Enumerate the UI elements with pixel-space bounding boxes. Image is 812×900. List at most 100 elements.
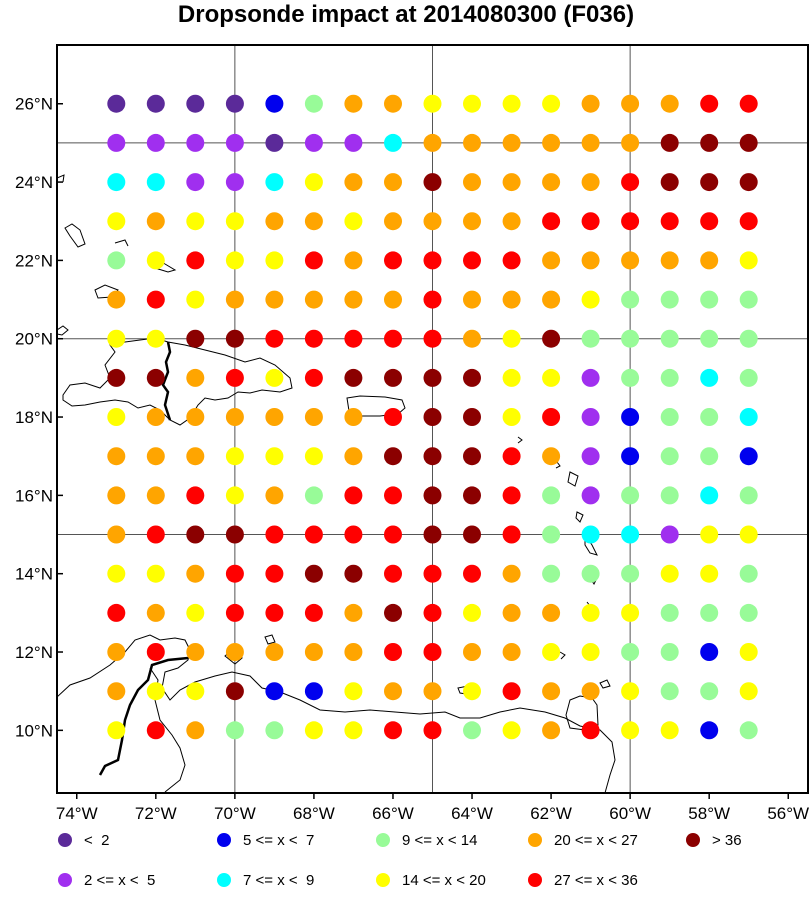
impact-dot <box>423 408 442 426</box>
impact-dot <box>225 486 244 505</box>
impact-dot <box>384 251 402 270</box>
impact-dot <box>542 721 561 740</box>
impact-dot <box>463 290 481 309</box>
impact-dot <box>304 94 323 113</box>
impact-dot <box>581 173 600 192</box>
impact-dot <box>542 486 561 505</box>
impact-dot <box>621 721 640 740</box>
impact-dot <box>739 329 758 348</box>
impact-dot <box>423 721 442 740</box>
impact-dot <box>304 290 323 309</box>
y-tick-label: 16°N <box>15 486 53 505</box>
impact-dot <box>463 133 481 152</box>
antilles-island-3 <box>567 471 579 487</box>
impact-dot <box>700 447 719 466</box>
impact-dot <box>304 329 323 348</box>
x-tick-label: 60°W <box>609 804 651 823</box>
impact-dot <box>700 329 719 348</box>
impact-dot <box>660 643 679 661</box>
impact-dot <box>304 564 323 583</box>
plot-frame <box>56 44 809 794</box>
y-tick-label: 22°N <box>15 251 53 270</box>
impact-dot <box>581 486 600 505</box>
x-tick-label: 66°W <box>372 804 414 823</box>
impact-dot <box>660 94 679 113</box>
impact-dot <box>265 94 284 113</box>
x-tick-label: 56°W <box>767 804 809 823</box>
impact-dot <box>146 94 165 113</box>
impact-dot <box>304 486 323 505</box>
impact-dot <box>186 643 205 661</box>
impact-dot <box>146 368 165 387</box>
impact-dot <box>542 408 561 426</box>
impact-dot <box>265 603 284 622</box>
impact-dot <box>463 721 481 740</box>
impact-dot <box>621 251 640 270</box>
impact-dot <box>186 368 205 387</box>
impact-dot <box>107 94 126 113</box>
impact-dot <box>304 682 323 701</box>
impact-dot <box>660 564 679 583</box>
impact-dot <box>344 721 363 740</box>
impact-dot <box>304 408 323 426</box>
impact-dot <box>107 682 126 701</box>
impact-dot <box>344 368 363 387</box>
tobago <box>599 679 611 689</box>
impact-dot <box>107 447 126 466</box>
impact-dot <box>502 564 521 583</box>
impact-dot <box>146 133 165 152</box>
impact-dot <box>146 251 165 270</box>
impact-dot <box>542 525 561 544</box>
impact-dot <box>384 290 402 309</box>
impact-dot <box>502 173 521 192</box>
impact-dot <box>463 251 481 270</box>
impact-dot <box>463 525 481 544</box>
impact-dot <box>581 408 600 426</box>
impact-dot <box>107 329 126 348</box>
impact-dot <box>660 525 679 544</box>
bahamas-island-5 <box>57 174 65 183</box>
impact-dot <box>463 643 481 661</box>
impact-dot <box>660 408 679 426</box>
impact-dot <box>265 447 284 466</box>
impact-dot <box>107 486 126 505</box>
impact-dot <box>344 603 363 622</box>
impact-dot <box>225 368 244 387</box>
impact-dot <box>502 133 521 152</box>
impact-dot <box>463 486 481 505</box>
impact-dot <box>581 94 600 113</box>
legend-item: 9 <= x < 14 <box>376 830 477 850</box>
impact-dot <box>739 603 758 622</box>
coastlines <box>57 174 616 793</box>
y-tick-label: 26°N <box>15 95 53 114</box>
impact-dot <box>621 564 640 583</box>
impact-dot <box>423 643 442 661</box>
impact-dot <box>186 251 205 270</box>
legend-item: 27 <= x < 36 <box>528 870 638 890</box>
impact-dot <box>621 173 640 192</box>
impact-dot <box>186 721 205 740</box>
y-tick-label: 10°N <box>15 721 53 740</box>
impact-dot <box>739 94 758 113</box>
impact-dot <box>423 212 442 231</box>
impact-dot <box>107 643 126 661</box>
impact-dot <box>621 368 640 387</box>
impact-dot <box>739 251 758 270</box>
impact-dot <box>225 251 244 270</box>
impact-dot <box>502 643 521 661</box>
impact-dot <box>463 94 481 113</box>
impact-dot <box>739 486 758 505</box>
impact-dot <box>660 173 679 192</box>
impact-dot <box>660 251 679 270</box>
impact-dot <box>265 408 284 426</box>
legend-label: 5 <= x < 7 <box>243 831 315 849</box>
impact-dot <box>423 173 442 192</box>
impact-dot <box>463 564 481 583</box>
impact-dot <box>502 447 521 466</box>
impact-dot <box>739 721 758 740</box>
impact-dot <box>423 251 442 270</box>
x-tick-label: 72°W <box>135 804 177 823</box>
legend-item: > 36 <box>686 830 742 850</box>
impact-dot <box>186 486 205 505</box>
impact-dot <box>581 721 600 740</box>
